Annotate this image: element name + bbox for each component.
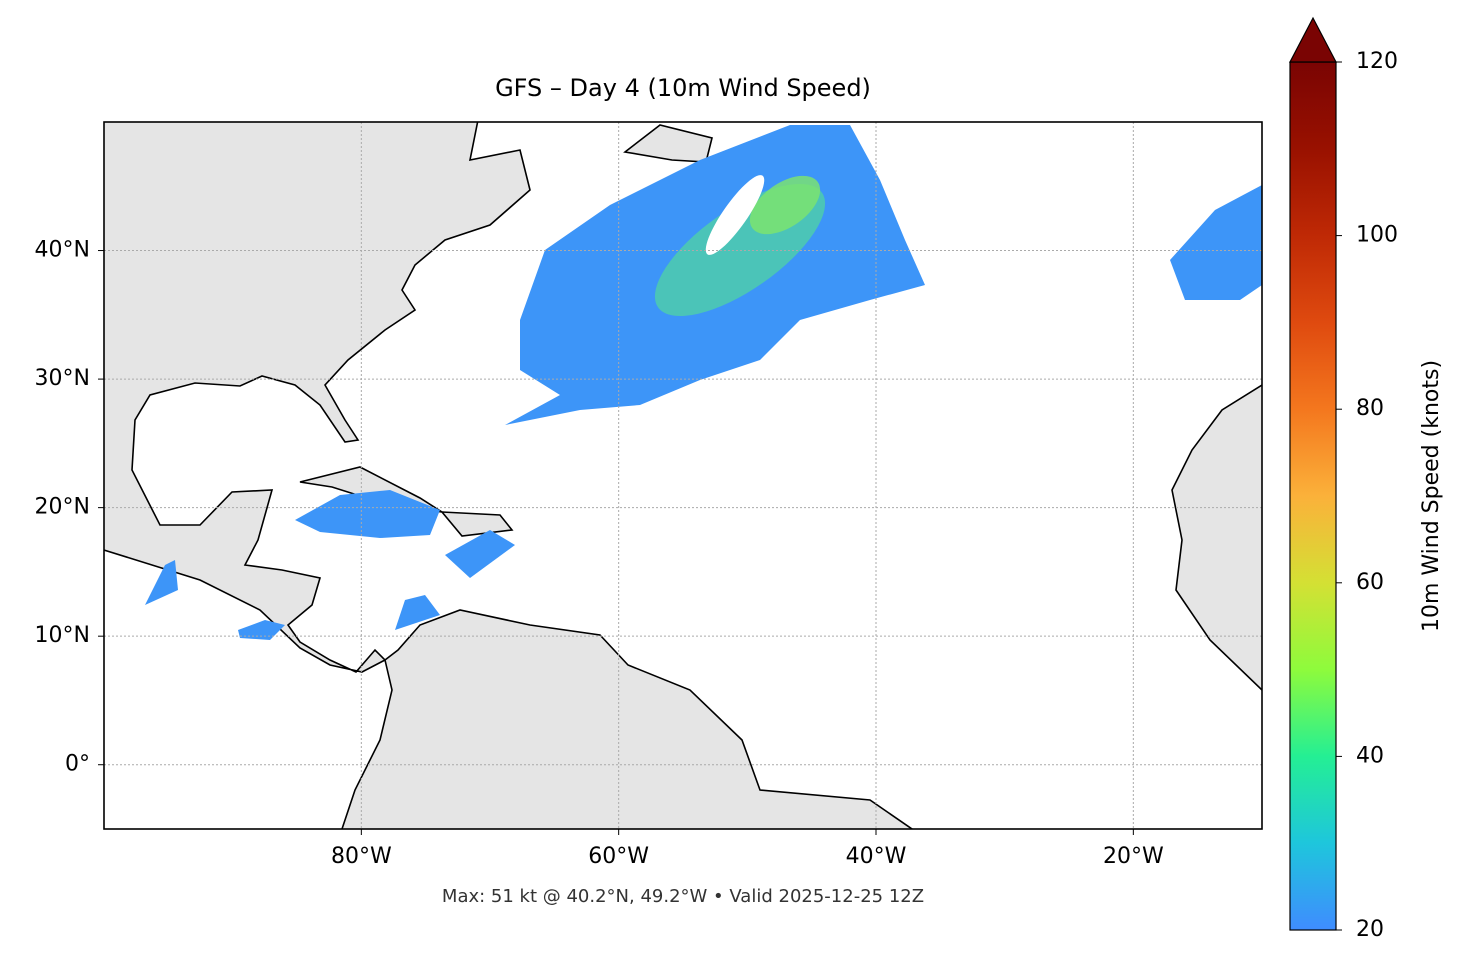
- x-tick-label: 40°W: [846, 844, 907, 869]
- map-layer: [104, 122, 1262, 829]
- colorbar-extend: [1289, 16, 1337, 63]
- wind-area: [145, 560, 178, 605]
- wind-max: [749, 175, 821, 235]
- south-america: [340, 609, 913, 829]
- y-tick-label: 20°N: [35, 495, 90, 520]
- wind-area: [238, 620, 285, 640]
- wind-area: [395, 595, 440, 630]
- wind-area: [295, 490, 440, 538]
- colorbar-tick-label: 120: [1356, 49, 1398, 74]
- colorbar-tick-label: 100: [1356, 223, 1398, 248]
- colorbar-tick-label: 80: [1356, 396, 1384, 421]
- colorbar-tick-label: 20: [1356, 917, 1384, 942]
- africa: [1171, 383, 1262, 692]
- y-tick-label: 10°N: [35, 623, 90, 648]
- colorbar: [1289, 61, 1337, 931]
- x-tick-label: 80°W: [331, 844, 392, 869]
- y-tick-label: 40°N: [35, 238, 90, 263]
- colorbar-tick-label: 40: [1356, 743, 1384, 768]
- map-frame: [103, 121, 1263, 830]
- hispaniola: [440, 511, 514, 537]
- wind-area: [445, 530, 515, 578]
- colorbar-label: 10m Wind Speed (knots): [1419, 360, 1444, 632]
- x-tick-label: 60°W: [588, 844, 649, 869]
- wind-area: [1170, 185, 1262, 300]
- newfoundland: [623, 124, 713, 163]
- map-title: GFS – Day 4 (10m Wind Speed): [495, 74, 871, 102]
- colorbar-tick-label: 60: [1356, 570, 1384, 595]
- x-tick-label: 20°W: [1103, 844, 1164, 869]
- grid: [104, 122, 1262, 829]
- wind-calm: [705, 175, 765, 255]
- north-america: [104, 122, 531, 673]
- y-tick-label: 0°: [65, 752, 90, 777]
- footnote: Max: 51 kt @ 40.2°N, 49.2°W • Valid 2025…: [442, 886, 924, 907]
- y-tick-label: 30°N: [35, 366, 90, 391]
